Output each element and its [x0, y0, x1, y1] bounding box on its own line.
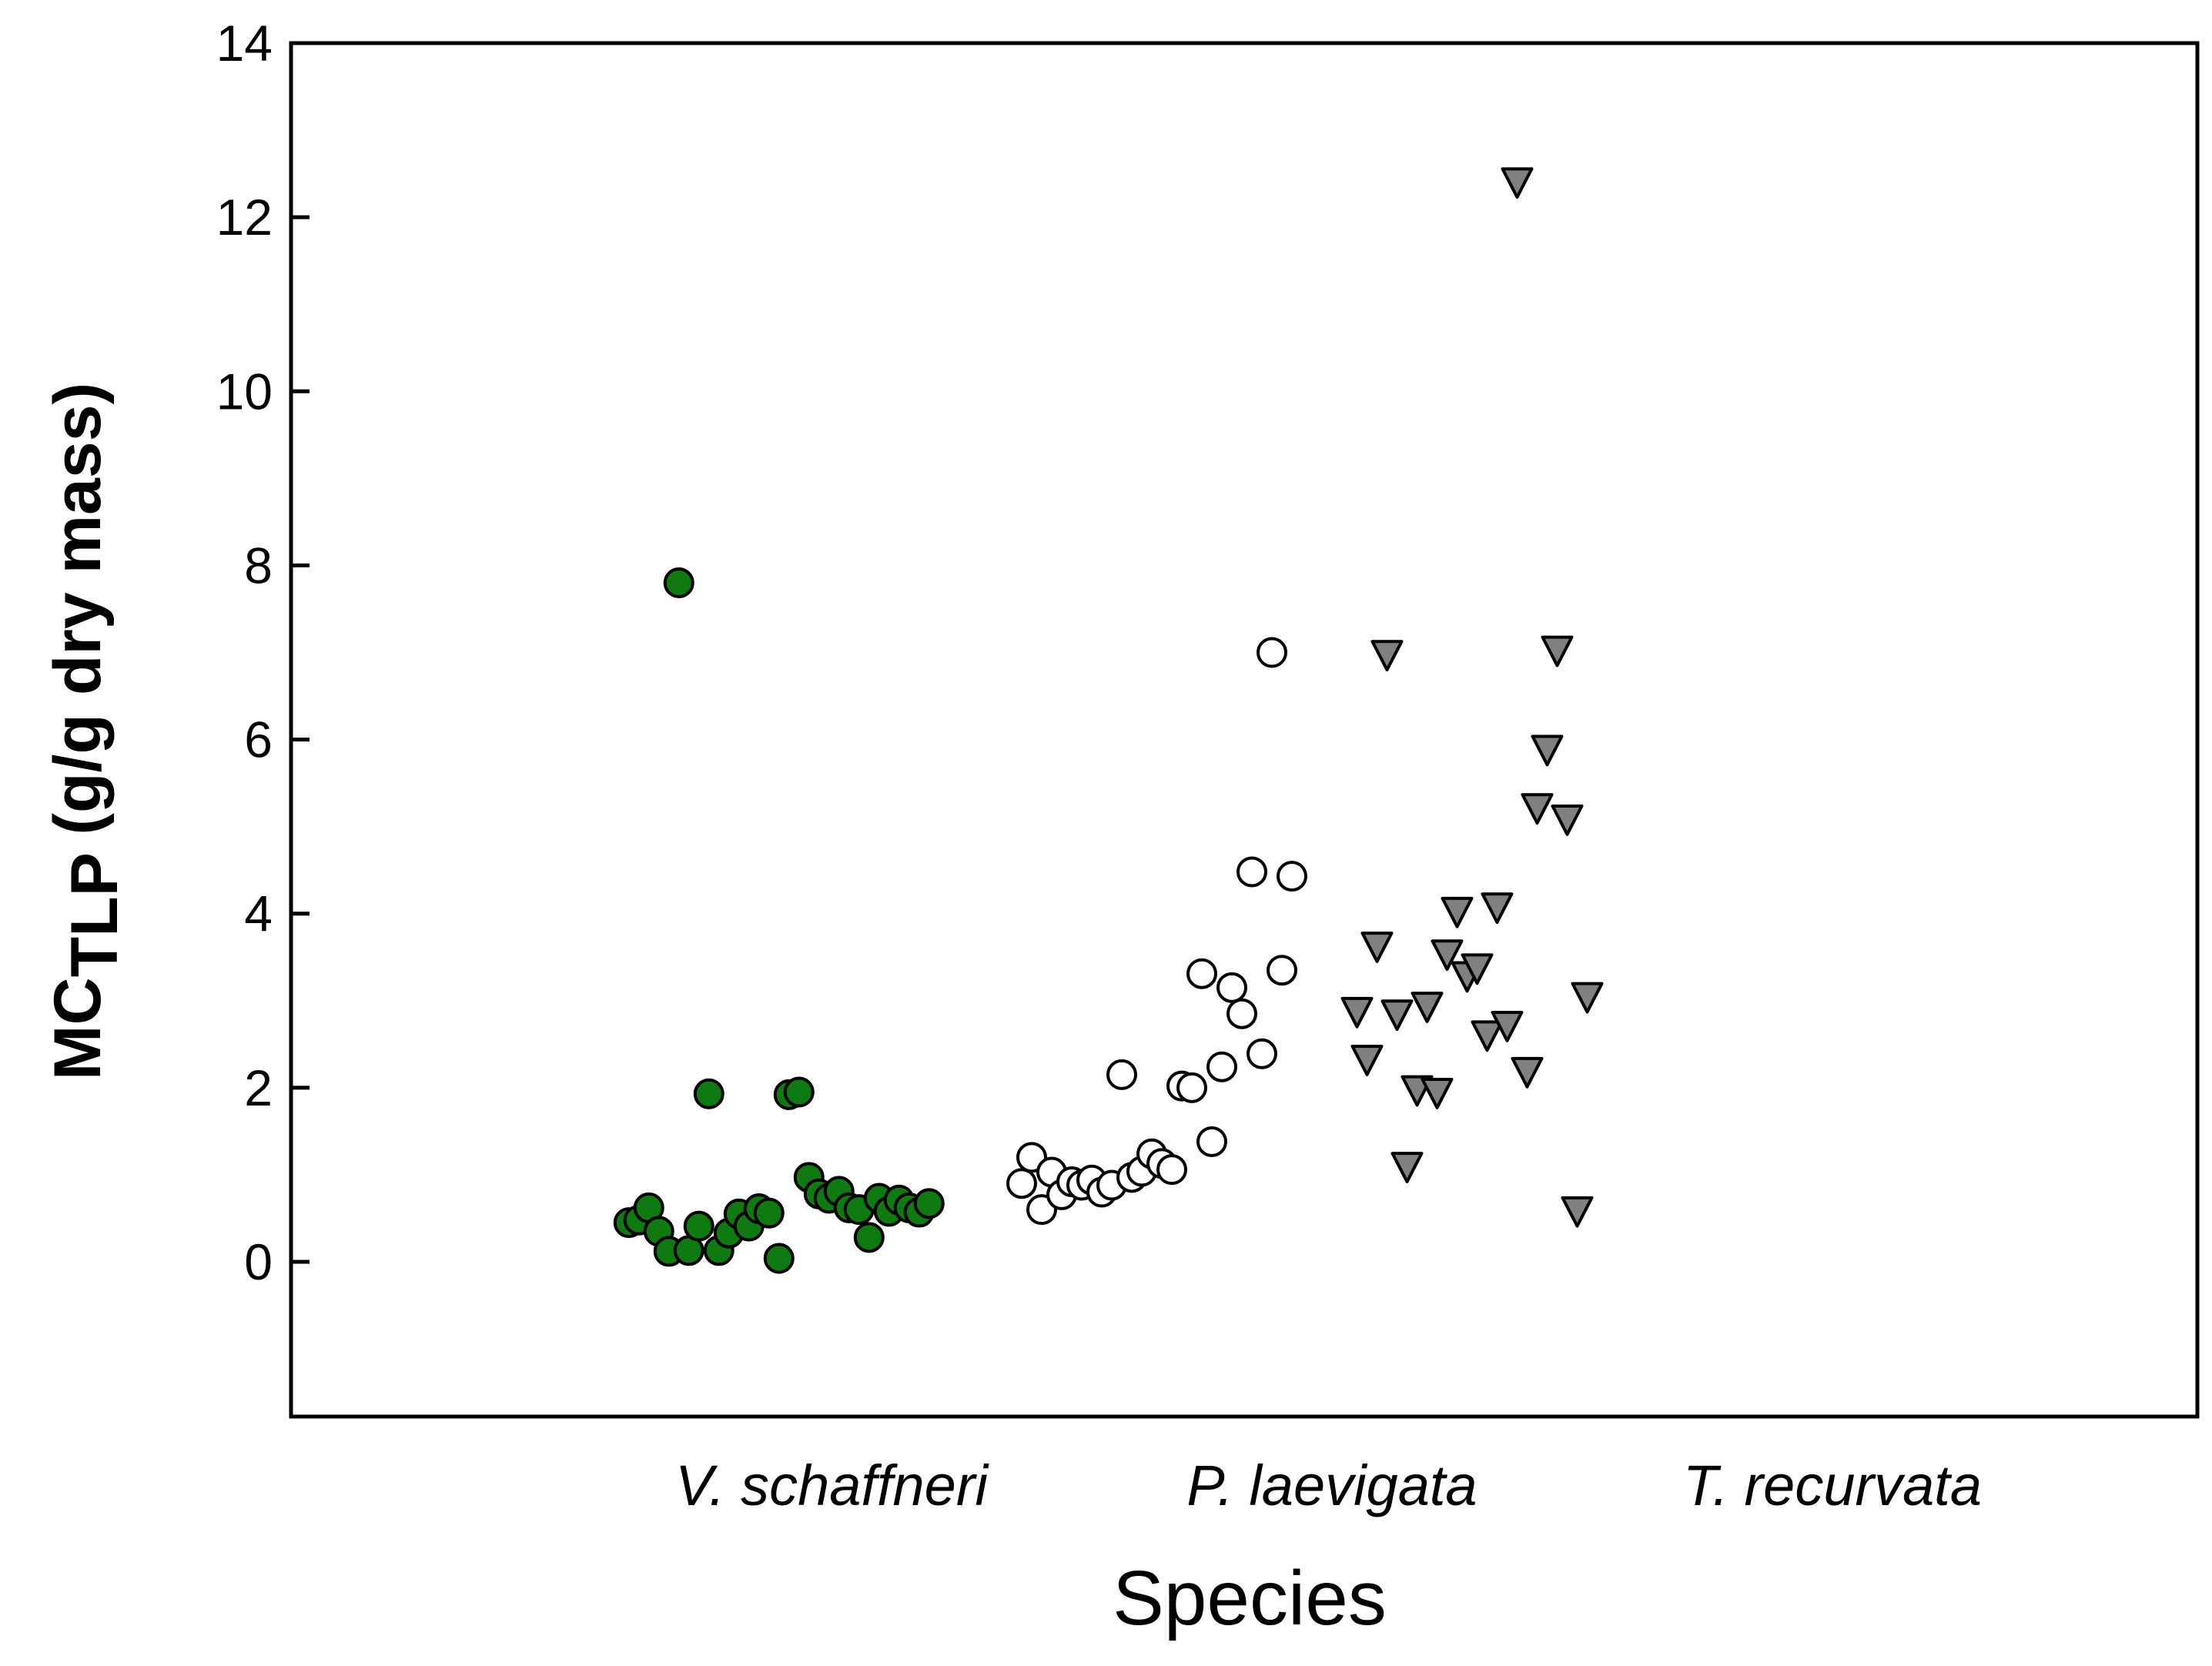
data-point [1006, 1168, 1037, 1199]
plot-frame [289, 41, 2200, 1419]
data-point [763, 1243, 795, 1274]
x-axis-title: Species [1113, 1555, 1387, 1641]
data-point [1216, 972, 1247, 1003]
data-point [1176, 1072, 1207, 1103]
y-tick-label-6: 6 [244, 711, 273, 768]
data-point [1551, 805, 1584, 836]
data-point [1226, 998, 1257, 1029]
x-category-label: T. recurvata [1683, 1454, 1982, 1517]
data-point [753, 1197, 785, 1229]
data-point [1471, 1020, 1504, 1052]
data-point [1441, 896, 1474, 928]
y-tick-label-12: 12 [216, 189, 273, 246]
data-point [693, 1078, 725, 1109]
data-point [1541, 635, 1574, 667]
data-point [1277, 861, 1307, 892]
x-category-label: V. schaffneri [675, 1454, 989, 1517]
data-point [1390, 1152, 1424, 1183]
data-point [1186, 958, 1217, 989]
y-tick-label-0: 0 [244, 1233, 273, 1290]
data-point [1257, 637, 1287, 668]
data-point [1521, 793, 1554, 825]
data-point [1501, 167, 1534, 199]
data-point [1370, 640, 1404, 672]
y-axis-title-subscript: TLP [58, 854, 132, 978]
y-tick-label-8: 8 [244, 537, 273, 594]
series-p-laevigata [1006, 637, 1307, 1226]
series-v-schaffneri [613, 567, 945, 1274]
data-point [1431, 939, 1464, 972]
data-point [913, 1188, 945, 1219]
data-point [1380, 999, 1414, 1032]
x-category-label: P. laevigata [1186, 1454, 1477, 1517]
data-point [783, 1076, 815, 1108]
y-tick-label-4: 4 [244, 885, 273, 942]
data-point [1491, 1010, 1524, 1042]
data-point [683, 1210, 714, 1242]
data-point [1461, 953, 1494, 985]
data-point [1206, 1051, 1237, 1082]
y-axis: 0 2 4 6 8 10 12 14 [216, 15, 310, 1290]
y-axis-title: MCTLP (g/g dry mass) [41, 383, 132, 1080]
data-point [1561, 1196, 1594, 1228]
data-points [613, 167, 1604, 1274]
data-point [1340, 996, 1374, 1029]
series-t-recurvata [1340, 167, 1604, 1228]
y-tick-label-2: 2 [244, 1059, 273, 1116]
y-tick-label-14: 14 [216, 15, 273, 72]
data-point [1571, 982, 1604, 1014]
data-point [663, 567, 694, 599]
data-point [1237, 856, 1267, 888]
y-axis-title-rest: (g/g dry mass) [41, 383, 115, 854]
x-axis: V. schaffneri P. laevigata T. recurvata [675, 1454, 1982, 1517]
data-point [1511, 1056, 1544, 1089]
y-tick-label-10: 10 [216, 363, 273, 420]
data-point [1350, 1045, 1384, 1076]
y-axis-title-main: MC [41, 977, 115, 1080]
data-point [1267, 955, 1297, 986]
data-point [1531, 734, 1564, 767]
data-point [1106, 1059, 1137, 1090]
data-point [1156, 1154, 1187, 1186]
data-point [853, 1222, 885, 1253]
data-point [1247, 1038, 1277, 1069]
data-point [1421, 1078, 1454, 1109]
data-point [1411, 992, 1444, 1023]
data-point [1481, 892, 1514, 924]
data-point [1360, 932, 1394, 963]
data-point [1196, 1126, 1227, 1157]
